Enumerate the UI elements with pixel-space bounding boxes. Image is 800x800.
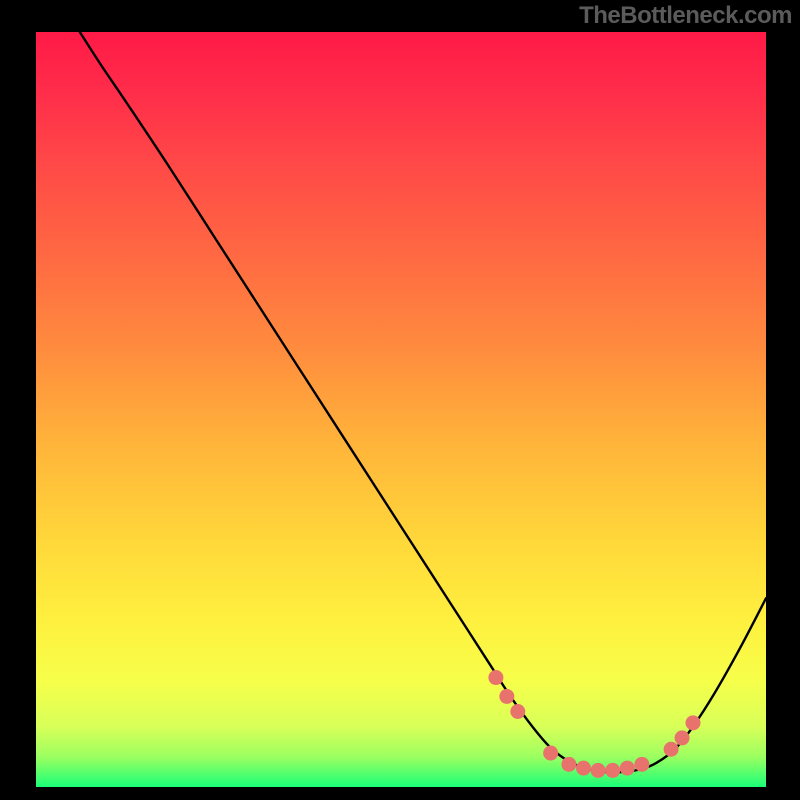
curve-marker	[634, 757, 649, 772]
curve-marker	[605, 763, 620, 778]
curve-marker	[620, 761, 635, 776]
curve-marker	[664, 742, 679, 757]
curve-marker	[499, 689, 514, 704]
curve-marker	[576, 761, 591, 776]
curve-marker	[543, 746, 558, 761]
curve-marker	[686, 715, 701, 730]
curve-marker	[675, 730, 690, 745]
gradient-background	[36, 32, 766, 787]
curve-marker	[510, 704, 525, 719]
curve-marker	[561, 757, 576, 772]
plot-area	[36, 32, 766, 787]
attribution-text: TheBottleneck.com	[579, 2, 792, 30]
chart-svg	[36, 32, 766, 787]
curve-marker	[591, 763, 606, 778]
curve-marker	[488, 670, 503, 685]
chart-container: TheBottleneck.com	[0, 0, 800, 800]
